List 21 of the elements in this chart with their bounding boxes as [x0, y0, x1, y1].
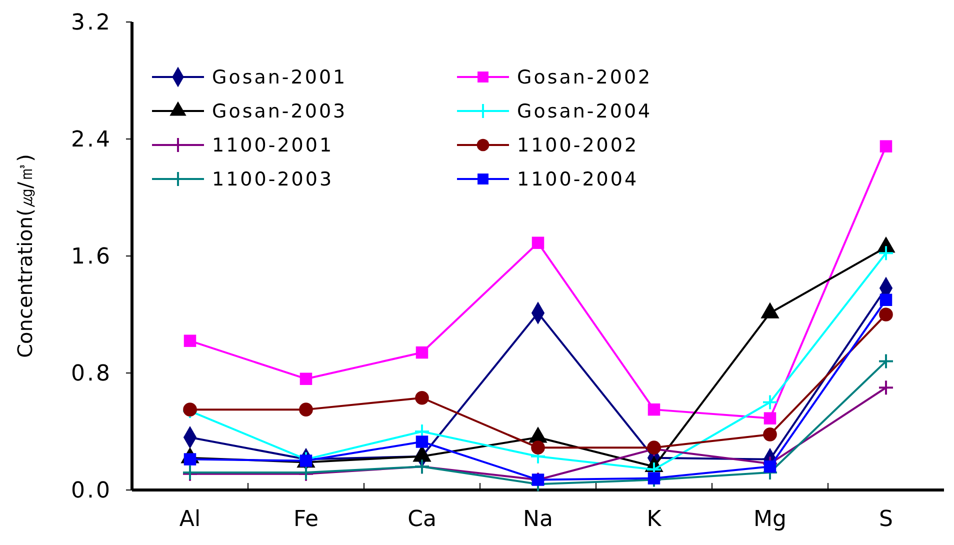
legend-label: Gosan-2004 — [517, 100, 652, 123]
y-tick-label: 0.0 — [71, 478, 112, 504]
x-tick-label: Al — [179, 507, 201, 532]
x-tick-label: Mg — [754, 507, 786, 532]
x-tick-label: S — [879, 507, 893, 532]
legend-label: 1100-2004 — [517, 168, 639, 191]
y-axis-title: Concentration(㎍/㎥) — [13, 154, 37, 358]
x-tick-label: Ca — [408, 507, 436, 532]
legend-label: 1100-2001 — [212, 134, 334, 157]
y-tick-label: 2.4 — [71, 128, 112, 153]
legend-label: 1100-2003 — [212, 168, 334, 191]
y-tick-label: 3.2 — [71, 10, 112, 36]
legend-label: Gosan-2001 — [212, 66, 348, 89]
y-tick-label: 0.8 — [71, 362, 112, 387]
x-tick-label: Na — [523, 507, 553, 532]
legend-label: Gosan-2003 — [212, 100, 348, 123]
x-tick-label: Fe — [294, 507, 318, 532]
y-tick-label: 1.6 — [71, 244, 112, 270]
x-tick-label: K — [646, 507, 662, 532]
legend-label: Gosan-2002 — [517, 66, 652, 89]
legend-label: 1100-2002 — [517, 134, 639, 157]
